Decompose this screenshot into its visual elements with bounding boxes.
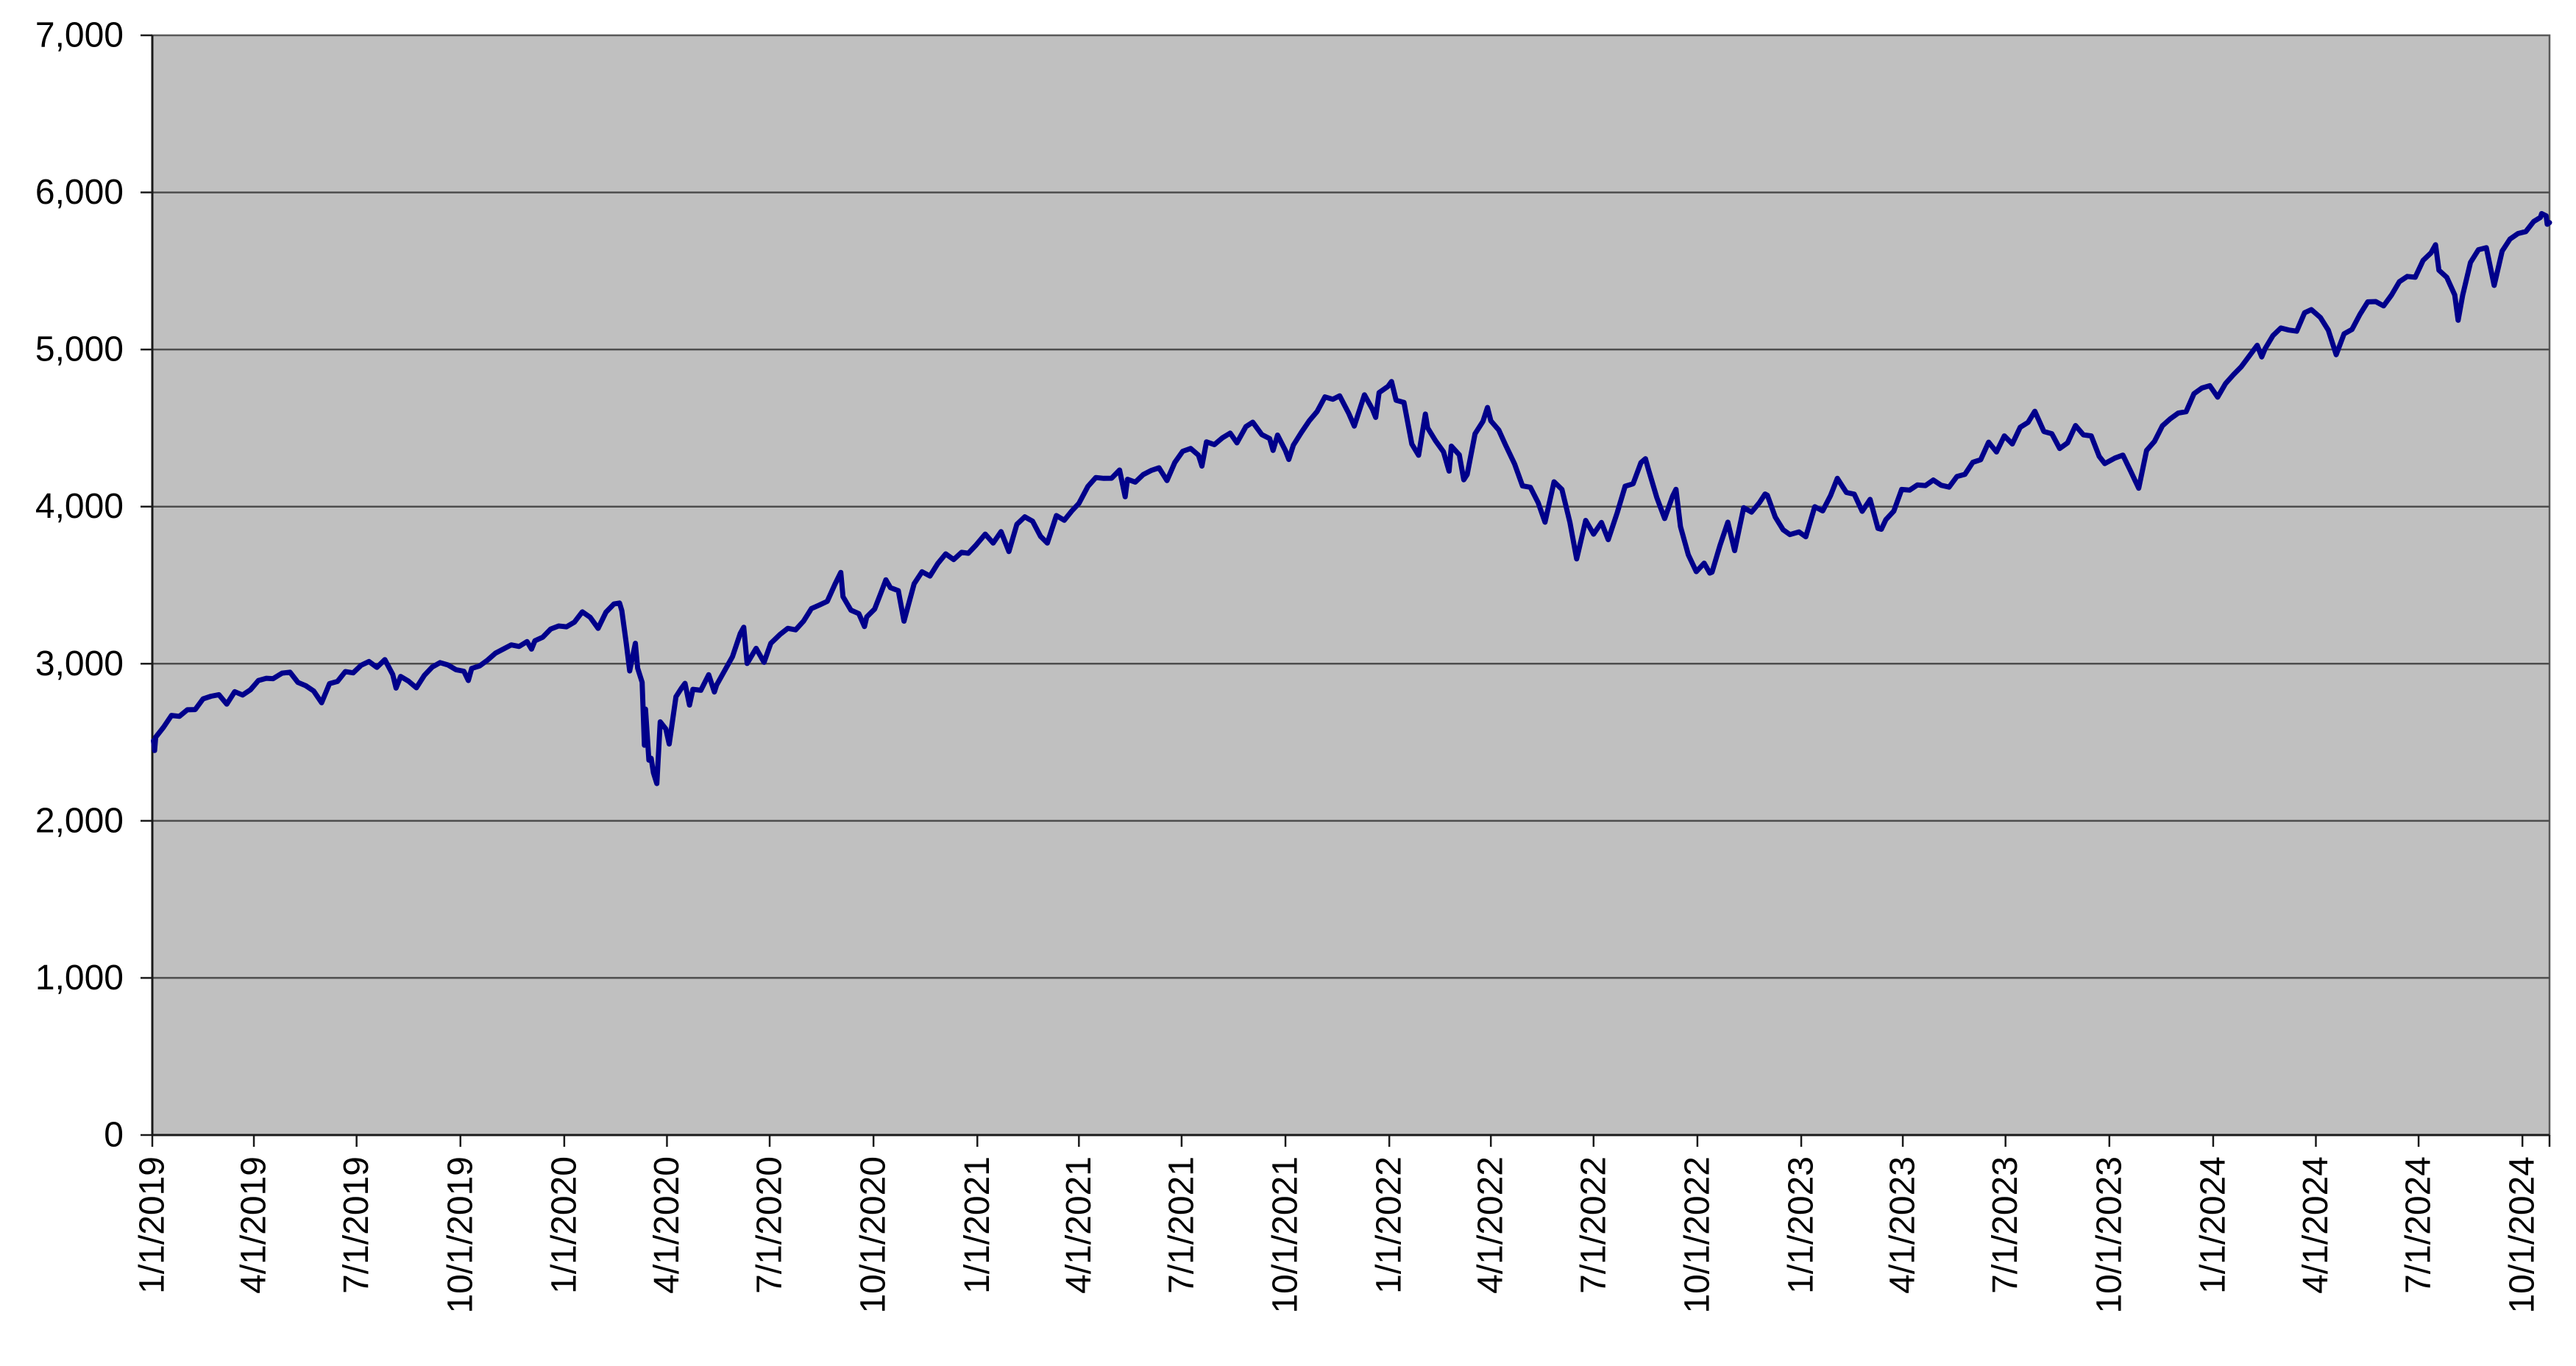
y-axis-tick-label: 3,000 bbox=[35, 644, 124, 683]
x-axis-tick-label: 7/1/2023 bbox=[1986, 1156, 2025, 1294]
plot-area bbox=[151, 34, 2551, 1136]
y-axis-ticks bbox=[141, 34, 152, 1136]
x-axis-tick-label: 1/1/2023 bbox=[1782, 1156, 1821, 1294]
x-axis-labels: 1/1/2019 4/1/2019 7/1/2019 10/1/2019 1/1/202… bbox=[133, 1156, 2542, 1314]
x-axis-tick-label: 10/1/2023 bbox=[2090, 1156, 2129, 1314]
x-axis-tick-label: 7/1/2019 bbox=[337, 1156, 376, 1294]
x-axis-tick-label: 10/1/2020 bbox=[854, 1156, 893, 1314]
x-axis-tick-label: 4/1/2023 bbox=[1884, 1156, 1923, 1294]
y-axis-tick-label: 6,000 bbox=[35, 173, 124, 212]
x-axis-tick-label: 1/1/2020 bbox=[544, 1156, 583, 1294]
x-axis-tick-label: 7/1/2020 bbox=[751, 1156, 790, 1294]
x-axis-tick-label: 7/1/2021 bbox=[1162, 1156, 1201, 1294]
x-axis-tick-label: 1/1/2019 bbox=[133, 1156, 172, 1294]
x-axis-tick-label: 4/1/2019 bbox=[235, 1156, 274, 1294]
y-axis-tick-label: 0 bbox=[104, 1116, 124, 1155]
y-axis-tick-label: 1,000 bbox=[35, 958, 124, 997]
x-axis-tick-label: 1/1/2022 bbox=[1370, 1156, 1409, 1294]
x-axis-tick-label: 7/1/2022 bbox=[1574, 1156, 1613, 1294]
y-axis-tick-label: 4,000 bbox=[35, 487, 124, 526]
price-line bbox=[151, 210, 2552, 786]
y-axis-labels: 0 1,000 2,000 3,000 4,000 5,000 6,000 7,000 bbox=[35, 16, 124, 1155]
x-axis-tick-label: 10/1/2024 bbox=[2503, 1156, 2542, 1314]
y-axis-tick-label: 7,000 bbox=[35, 16, 124, 55]
x-axis-tick-label: 1/1/2024 bbox=[2193, 1156, 2232, 1294]
x-axis-ticks bbox=[151, 1135, 2551, 1147]
y-axis-tick-label: 5,000 bbox=[35, 330, 124, 369]
x-axis-tick-label: 10/1/2021 bbox=[1266, 1156, 1305, 1314]
x-axis-tick-label: 7/1/2024 bbox=[2399, 1156, 2438, 1294]
x-axis-tick-label: 4/1/2024 bbox=[2296, 1156, 2335, 1294]
y-gridlines bbox=[152, 191, 2550, 979]
x-axis-tick-label: 4/1/2022 bbox=[1472, 1156, 1511, 1294]
x-axis-tick-label: 1/1/2021 bbox=[958, 1156, 997, 1294]
y-axis-tick-label: 2,000 bbox=[35, 801, 124, 840]
x-axis-tick-label: 4/1/2021 bbox=[1060, 1156, 1099, 1294]
x-axis-tick-label: 4/1/2020 bbox=[647, 1156, 686, 1294]
x-axis-tick-label: 10/1/2019 bbox=[441, 1156, 480, 1314]
x-axis-tick-label: 10/1/2022 bbox=[1678, 1156, 1717, 1314]
